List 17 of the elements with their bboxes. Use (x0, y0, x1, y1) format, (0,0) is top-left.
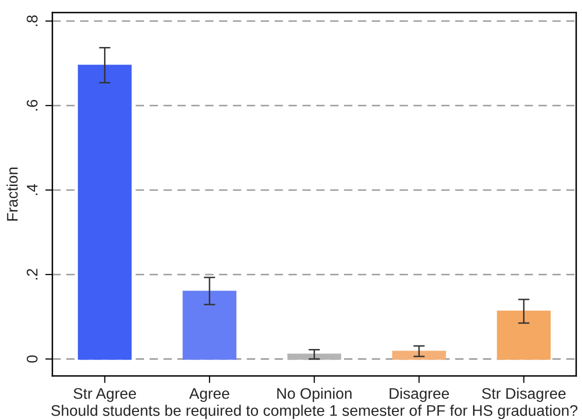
x-tick-label: Agree (189, 388, 230, 402)
x-tick-label: Str Agree (74, 388, 136, 402)
bar (392, 350, 446, 360)
y-tick-label: .4 (26, 184, 38, 195)
y-axis-title: Fraction (6, 168, 18, 221)
x-tick-label: No Opinion (277, 388, 352, 402)
bar (287, 354, 342, 360)
y-tick-label: .6 (26, 100, 38, 111)
bar (78, 64, 132, 360)
y-tick-label: 0 (26, 355, 38, 363)
x-axis-title: Should students be required to complete 1 semester of PF for HS graduation? (51, 404, 578, 419)
x-tick-label: Str Disagree (482, 388, 566, 402)
y-tick-label: .2 (26, 268, 38, 280)
y-tick-label: .8 (26, 15, 38, 26)
bar (182, 290, 236, 360)
x-tick-label: Disagree (390, 388, 449, 402)
bar (496, 310, 551, 360)
